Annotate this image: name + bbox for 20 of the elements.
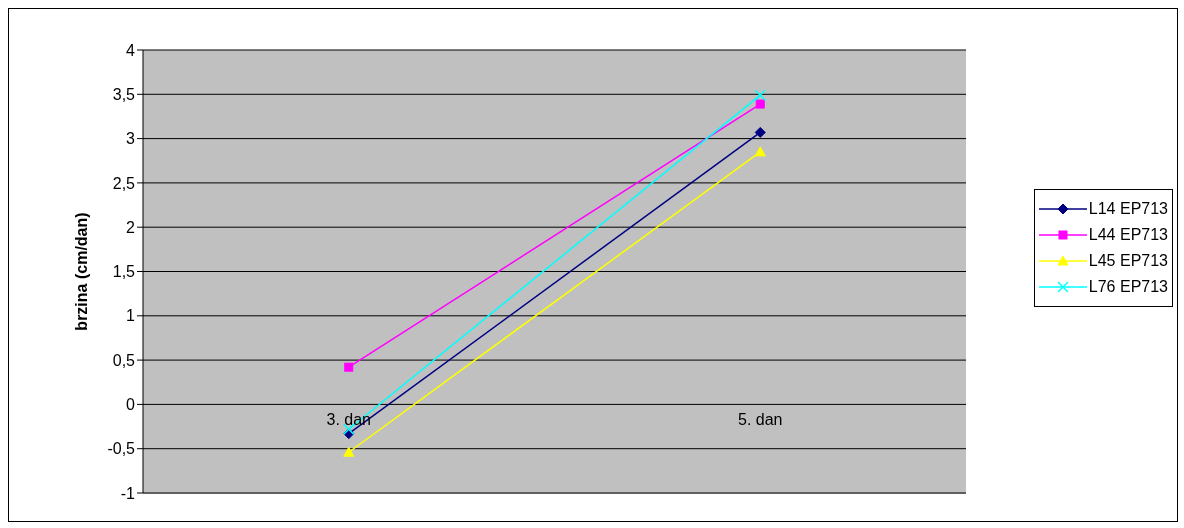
legend-label: L14 EP713 [1088,199,1168,219]
y-tick-label: 1 [126,307,136,325]
x-tick-label: 5. dan [738,411,783,429]
y-tick-label: 1,5 [112,263,136,281]
y-tick-label: 3,5 [112,85,136,103]
point [344,362,354,372]
y-tick-label: 4 [126,41,136,59]
legend-label: L45 EP713 [1088,251,1168,271]
legend-label: L44 EP713 [1088,225,1168,245]
y-tick-label: 0 [126,396,136,414]
y-tick-label: 0,5 [112,351,136,369]
y-tick-label: 2,5 [112,174,136,192]
point [754,126,766,138]
y-tick-label: 3 [126,130,136,148]
legend-label: L76 EP713 [1088,277,1168,297]
y-tick-label: -1 [120,484,136,502]
y-tick-label: -0,5 [107,440,136,458]
point [755,99,765,109]
y-axis-title: brzina (cm/dan) [72,212,90,331]
y-tick-label: 2 [126,218,136,236]
